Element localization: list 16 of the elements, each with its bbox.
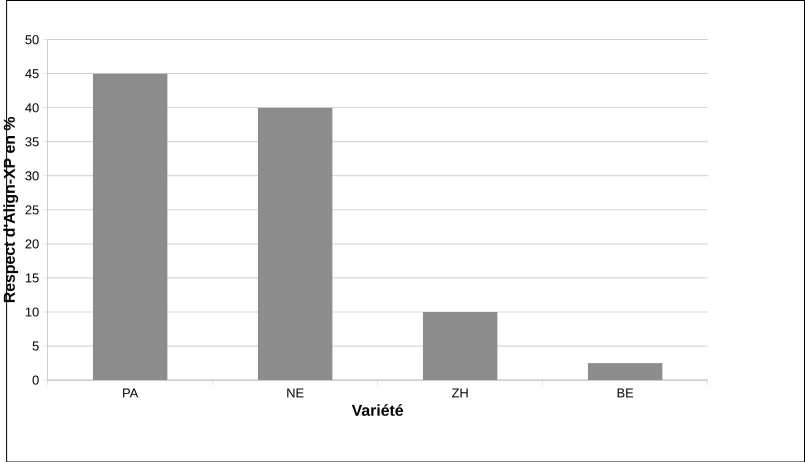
y-tick-label: 40 [25, 102, 39, 112]
y-tick-label: 30 [25, 171, 39, 180]
y-tick-label: 35 [25, 137, 39, 146]
y-tick-label: 5 [32, 341, 39, 350]
x-axis-title: Variété [352, 404, 404, 416]
y-tick-label: 15 [26, 273, 39, 282]
y-tick-label: 20 [26, 239, 39, 248]
x-tick-label: BE [618, 388, 634, 398]
x-tick-label: PA [123, 388, 138, 398]
x-tick-label: NE [287, 388, 304, 398]
y-tick-label: 45 [25, 69, 39, 78]
y-tick-label: 25 [26, 205, 39, 214]
y-tick-label: 0 [32, 375, 39, 384]
y-tick-label: 10 [26, 307, 39, 316]
x-tick-label: ZH [452, 388, 468, 398]
y-tick-label: 50 [25, 34, 39, 44]
